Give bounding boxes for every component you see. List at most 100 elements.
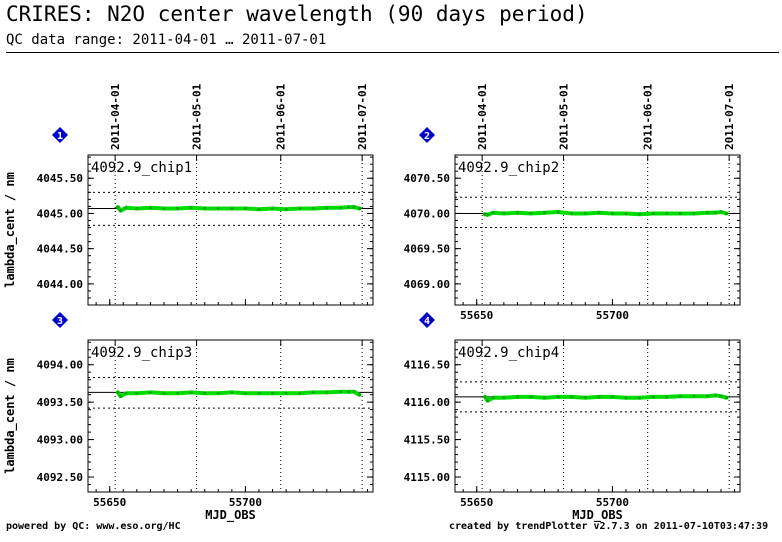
y-tick-label: 4093.00 (37, 434, 83, 447)
data-point (162, 391, 166, 395)
plot-frame (87, 154, 374, 306)
data-point (203, 206, 207, 211)
data-point (175, 391, 180, 395)
data-point (298, 391, 302, 395)
x-axis-label: MJD_OBS (205, 508, 256, 523)
data-point (724, 211, 729, 216)
panel-number: 1 (57, 131, 63, 142)
date-tick-label: 2011-06-01 (275, 83, 288, 150)
data-point (678, 211, 682, 216)
data-point (678, 394, 682, 398)
date-tick-label: 2011-07-01 (723, 83, 736, 150)
data-point (713, 211, 718, 215)
x-tick-label: 55650 (93, 496, 126, 509)
date-tick-label: 2011-06-01 (642, 83, 655, 150)
y-tick-label: 4045.50 (37, 172, 83, 185)
data-point (135, 391, 139, 395)
x-tick-label: 55700 (596, 309, 629, 322)
data-point (270, 206, 275, 211)
data-point (148, 206, 153, 210)
data-point (257, 391, 261, 395)
data-point (284, 391, 288, 395)
data-point (346, 390, 351, 394)
date-tick-label: 2011-05-01 (558, 83, 571, 150)
y-tick-label: 4115.50 (404, 434, 450, 447)
data-point (724, 396, 729, 400)
data-point (665, 211, 669, 216)
data-point (284, 207, 288, 211)
data-point (357, 393, 362, 397)
data-point (583, 211, 587, 216)
data-point (216, 206, 220, 211)
panel-label: 4092.9_chip4 (458, 345, 559, 361)
plot-frame (87, 339, 374, 493)
y-tick-label: 4115.00 (404, 471, 450, 484)
panel-number: 3 (57, 316, 63, 327)
data-point (719, 210, 723, 214)
data-point (485, 399, 490, 403)
data-point (491, 396, 495, 400)
panel-number-marker (419, 127, 435, 143)
data-point (270, 391, 275, 395)
data-point (705, 211, 710, 215)
y-tick-label: 4092.50 (37, 471, 83, 484)
data-point (189, 390, 193, 395)
panel-number: 2 (424, 131, 430, 142)
date-tick-label: 2011-05-01 (191, 83, 204, 150)
x-tick-label: 55650 (460, 496, 493, 509)
data-point (298, 206, 302, 211)
y-axis-label: lambda_cent / nm (3, 358, 18, 474)
data-point (713, 393, 718, 398)
data-point (175, 206, 180, 211)
data-point (705, 394, 710, 398)
date-tick-label: 2011-07-01 (356, 83, 369, 150)
data-point (570, 211, 574, 216)
data-point (542, 211, 547, 215)
y-tick-label: 4116.50 (404, 359, 450, 372)
data-point (529, 211, 533, 216)
data-point (624, 396, 628, 400)
x-tick-label: 55650 (460, 309, 493, 322)
y-axis-label: lambda_cent / nm (3, 172, 18, 288)
data-point (624, 211, 628, 216)
data-series-line (482, 393, 729, 403)
footer-created-by: created by trendPlotter v2.7.3 on 2011-0… (449, 521, 769, 532)
data-point (352, 205, 356, 209)
y-tick-label: 4070.00 (404, 207, 450, 220)
data-point (124, 206, 128, 210)
y-tick-label: 4116.00 (404, 396, 450, 409)
data-point (357, 206, 362, 211)
data-point (325, 206, 329, 210)
data-point (637, 212, 642, 216)
x-axis-label: MJD_OBS (572, 508, 623, 523)
page-title: CRIRES: N2O center wavelength (90 days p… (6, 2, 588, 26)
panel-label: 4092.9_chip3 (91, 345, 192, 361)
data-series-line (115, 205, 362, 213)
data-point (637, 396, 642, 400)
data-point (257, 207, 261, 211)
data-point (597, 211, 601, 215)
y-tick-label: 4093.50 (37, 396, 83, 409)
y-tick-label: 4045.00 (37, 207, 83, 220)
x-tick-label: 55700 (229, 496, 262, 509)
data-point (692, 211, 696, 216)
x-tick-label: 55700 (596, 496, 629, 509)
data-point (216, 391, 220, 395)
data-series-line (482, 210, 729, 217)
data-point (610, 211, 615, 216)
plot-frame (454, 339, 741, 493)
y-tick-label: 4094.00 (37, 359, 83, 372)
data-point (148, 390, 153, 395)
date-tick-label: 2011-04-01 (476, 83, 489, 150)
data-point (203, 391, 207, 395)
data-point (692, 394, 696, 398)
data-point (491, 211, 495, 215)
data-point (124, 391, 128, 395)
panel-number-marker (52, 312, 68, 328)
data-point (116, 390, 120, 395)
panel-number-marker (52, 127, 68, 143)
panel-number: 4 (424, 316, 430, 327)
data-point (502, 396, 506, 400)
data-point (651, 395, 655, 399)
panel-number-marker (419, 312, 435, 328)
